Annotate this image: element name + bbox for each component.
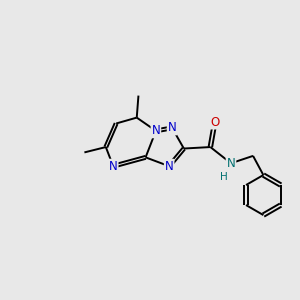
Text: H: H: [220, 172, 227, 182]
Text: O: O: [210, 116, 219, 128]
Text: N: N: [109, 160, 118, 173]
Text: N: N: [165, 160, 173, 173]
Text: N: N: [226, 157, 235, 170]
Text: N: N: [152, 124, 160, 137]
Text: N: N: [168, 122, 176, 134]
